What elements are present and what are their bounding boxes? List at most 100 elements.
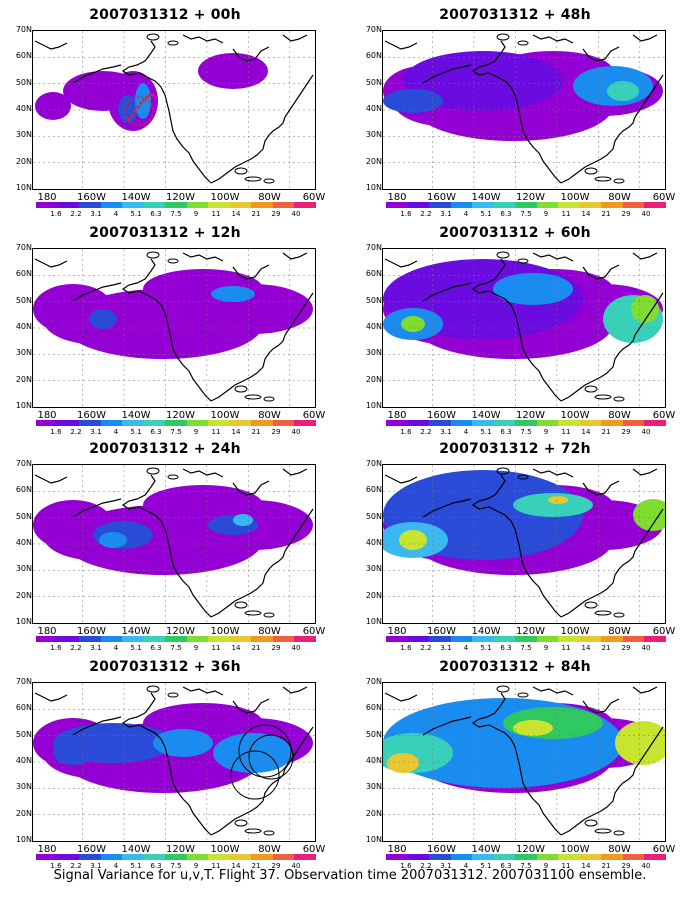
latitude-label: 30N [15, 782, 32, 792]
longitude-label: 120W [166, 844, 195, 855]
coastline [182, 252, 224, 262]
colorbar-label: 40 [291, 210, 301, 218]
colorbar-label: 29 [621, 644, 631, 652]
colorbar-label: 6.3 [150, 644, 162, 652]
colorbar-label: 7.5 [170, 210, 182, 218]
variance-map [383, 249, 665, 407]
colorbar-label: 9 [543, 862, 549, 870]
colorbar-label: 5.1 [130, 862, 142, 870]
latitude-label: 50N [15, 295, 32, 305]
latitude-label: 40N [365, 104, 382, 113]
colorbar-swatch [122, 854, 144, 860]
colorbar-label: 9 [193, 862, 199, 870]
longitude-label: 100W [210, 410, 240, 421]
latitude-label: 20N [15, 590, 32, 600]
colorbar-swatch [79, 420, 101, 426]
colorbar-swatch [579, 420, 602, 426]
island-outline [517, 692, 529, 698]
coastline [560, 768, 636, 836]
longitude-label: 140W [121, 844, 151, 855]
colorbar-swatch [515, 854, 537, 860]
island-outline [234, 819, 248, 827]
coastline [532, 252, 574, 262]
colorbar-swatch [208, 202, 230, 208]
island-outline [263, 612, 275, 618]
island-outline [244, 394, 262, 400]
longitude-label: 100W [210, 626, 240, 637]
colorbar-label: 40 [641, 862, 651, 870]
variance-map [33, 31, 315, 189]
coastline [634, 292, 664, 336]
colorbar-swatch [493, 854, 516, 860]
coastline [632, 252, 658, 260]
island-outline [244, 176, 262, 182]
island-outline [263, 178, 275, 184]
coastline [210, 116, 286, 184]
flight-track-dot [142, 98, 146, 102]
colorbar-swatch [272, 854, 295, 860]
latitude-label: 60N [15, 269, 32, 279]
coastline [532, 468, 574, 478]
latitude-label: 20N [15, 156, 32, 166]
coastline [182, 686, 224, 696]
variance-contour [153, 729, 213, 757]
colorbar-label: 14 [581, 862, 591, 870]
variance-contour [631, 295, 659, 323]
coastline [384, 692, 418, 702]
colorbar-swatch [122, 636, 144, 642]
coastline [34, 692, 68, 702]
colorbar-label: 1.6 [50, 862, 62, 870]
colorbar-label: 9 [543, 644, 549, 652]
colorbar-label: 9 [193, 644, 199, 652]
colorbar-label: 7.5 [170, 428, 182, 436]
colorbar-swatch [294, 636, 316, 642]
colorbar-label: 29 [271, 644, 281, 652]
colorbar-swatch [100, 854, 123, 860]
longitude-label: 140W [121, 192, 151, 203]
longitude-label: 120W [516, 844, 545, 855]
colorbar-swatch [622, 854, 645, 860]
colorbar-label: 3.1 [90, 428, 102, 436]
variance-contour [607, 81, 639, 101]
island-outline [146, 251, 160, 259]
colorbar-label: 2.2 [420, 644, 432, 652]
latitude-label: 10N [15, 617, 32, 626]
map-frame [382, 682, 666, 842]
colorbar-label: 7.5 [170, 862, 182, 870]
longitude-label: 60W [302, 626, 326, 637]
latitude-label: 20N [15, 374, 32, 384]
longitude-label: 80W [608, 192, 631, 203]
latitude-label: 60N [15, 51, 32, 61]
latitude-label: 10N [365, 617, 382, 626]
coastline [422, 64, 472, 84]
variance-contour [513, 720, 553, 736]
coastline [471, 258, 562, 402]
longitude-label: 100W [560, 192, 590, 203]
map-frame [32, 248, 316, 408]
colorbar-swatch [229, 854, 252, 860]
colorbar-label: 21 [601, 210, 611, 218]
colorbar-swatch [450, 854, 473, 860]
variance-contour [211, 286, 255, 302]
colorbar-swatch [558, 854, 580, 860]
coastline [471, 692, 562, 836]
colorbar-swatch [229, 202, 252, 208]
colorbar-label: 4 [113, 428, 119, 436]
colorbar-swatch [407, 636, 430, 642]
colorbar-swatch [429, 636, 451, 642]
colorbar-label: 3.1 [90, 862, 102, 870]
coastline [72, 282, 122, 302]
colorbar-swatch [429, 854, 451, 860]
latitude-label: 50N [365, 729, 382, 739]
map-panel: 2007031312 + 00h 70N 60N 50N 40N 30N 20N 10N 180… [0, 4, 330, 218]
colorbar-swatch [229, 420, 252, 426]
coastline [582, 480, 620, 496]
island-outline [584, 167, 598, 175]
colorbar-label: 6.3 [500, 644, 512, 652]
variance-map [33, 249, 315, 407]
island-outline [244, 828, 262, 834]
variance-map [33, 465, 315, 623]
colorbar-swatch [450, 420, 473, 426]
variance-contour [493, 273, 573, 305]
colorbar-label: 29 [621, 862, 631, 870]
